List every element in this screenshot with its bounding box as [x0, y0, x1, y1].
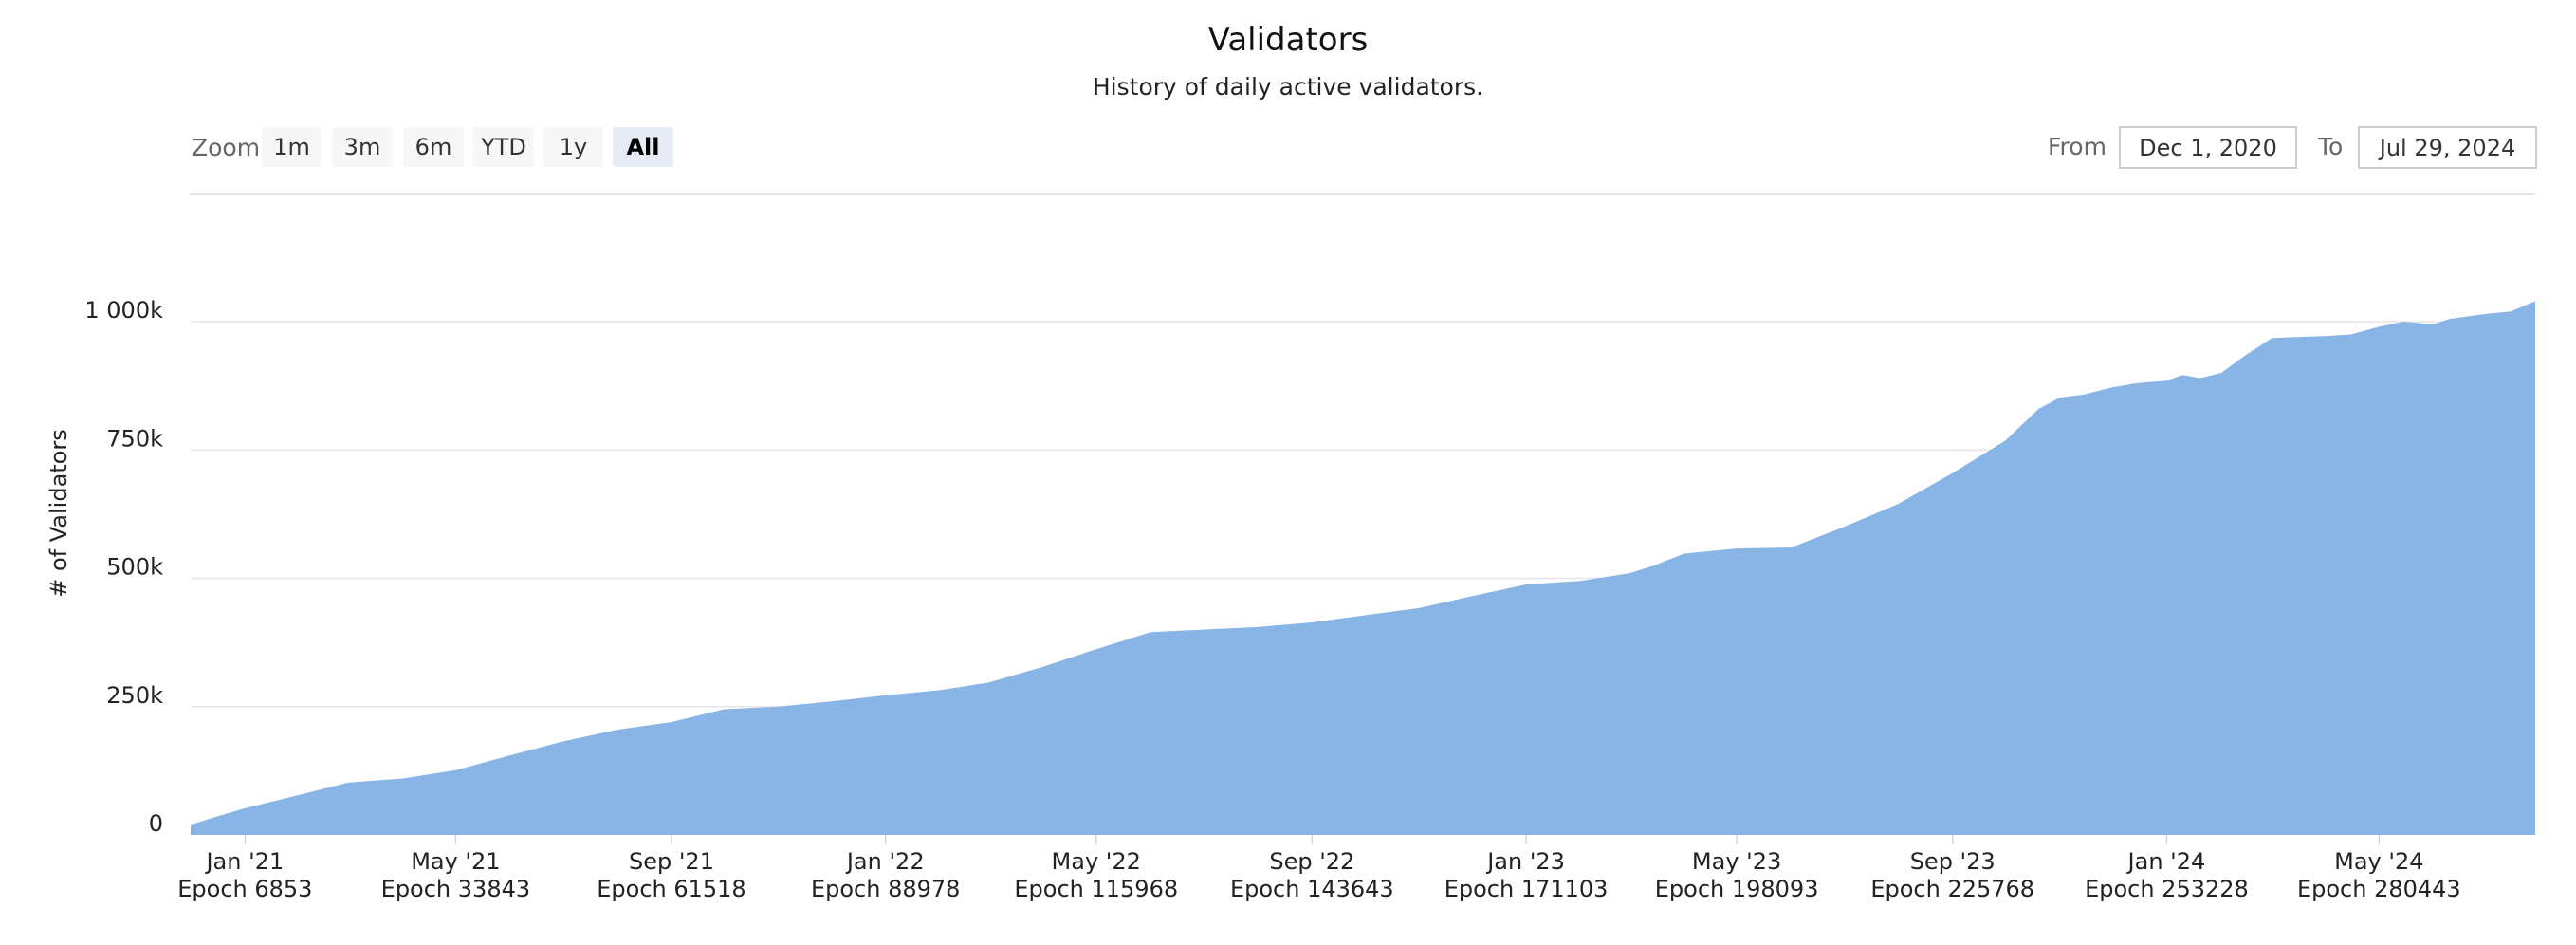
from-date-input[interactable]	[2119, 126, 2297, 169]
x-tick-epoch-label: Epoch 280443	[2297, 876, 2461, 902]
x-tick-epoch-label: Epoch 253228	[2085, 876, 2249, 902]
x-tick-epoch-label: Epoch 61518	[597, 876, 745, 902]
zoom-all-button[interactable]: All	[613, 127, 673, 167]
to-date-input[interactable]	[2358, 126, 2537, 169]
x-tick-label: Sep '21	[629, 848, 714, 875]
x-tick-label: May '24	[2334, 848, 2423, 875]
y-tick-label: 0	[149, 810, 163, 837]
y-axis-ticks: 0 250k 500k 750k 1 000k	[84, 297, 163, 837]
x-tick-epoch-label: Epoch 6853	[177, 876, 312, 902]
to-label: To	[2318, 133, 2344, 160]
x-tick-epoch-label: Epoch 88978	[811, 876, 960, 902]
x-tick-label: Jan '24	[2126, 848, 2206, 875]
x-tick-label: Jan '23	[1485, 848, 1565, 875]
x-tick-label: Sep '22	[1269, 848, 1354, 875]
zoom-6m-button[interactable]: 6m	[403, 127, 464, 167]
x-tick-epoch-label: Epoch 115968	[1014, 876, 1178, 902]
from-label: From	[2048, 133, 2107, 160]
y-tick-label: 500k	[106, 554, 163, 581]
y-tick-label: 250k	[106, 682, 163, 709]
zoom-3m-button[interactable]: 3m	[332, 127, 393, 167]
x-tick-epoch-label: Epoch 33843	[381, 876, 530, 902]
x-tick-epoch-label: Epoch 198093	[1655, 876, 1819, 902]
x-tick-label: Jan '21	[204, 848, 284, 875]
x-tick-label: Jan '22	[845, 848, 925, 875]
y-axis-title: # of Validators	[46, 429, 72, 598]
x-tick-epoch-label: Epoch 143643	[1230, 876, 1394, 902]
zoom-1m-button[interactable]: 1m	[262, 127, 322, 167]
zoom-1y-button[interactable]: 1y	[543, 127, 603, 167]
x-tick-epoch-label: Epoch 225768	[1870, 876, 2034, 902]
zoom-label: Zoom	[192, 134, 261, 161]
validators-area	[191, 301, 2535, 835]
x-tick-epoch-label: Epoch 171103	[1444, 876, 1609, 902]
chart-title: Validators	[1207, 21, 1369, 59]
y-tick-label: 750k	[106, 425, 163, 452]
x-tick-label: May '22	[1052, 848, 1141, 875]
zoom-ytd-button[interactable]: YTD	[473, 127, 534, 167]
x-tick-label: May '21	[411, 848, 500, 875]
y-tick-label: 1 000k	[84, 297, 163, 324]
x-tick-label: Sep '23	[1910, 848, 1996, 875]
x-tick-label: May '23	[1692, 848, 1781, 875]
chart-subtitle: History of daily active validators.	[1092, 73, 1484, 101]
